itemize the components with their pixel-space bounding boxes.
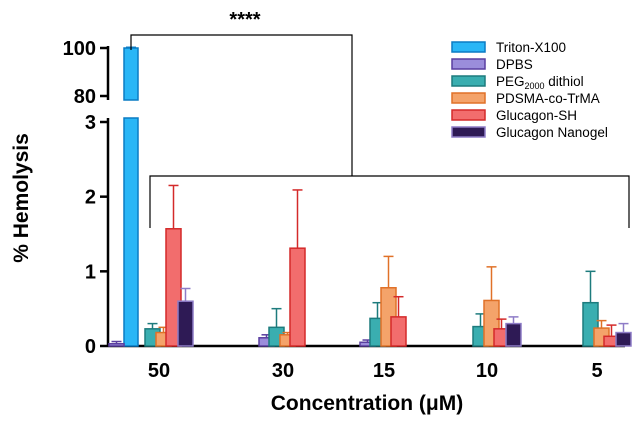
legend-swatch <box>451 75 486 87</box>
legend-label: PDSMA-co-TrMA <box>496 91 600 106</box>
y-tick-label: 2 <box>85 187 96 209</box>
legend-label-subscript: 2000 <box>525 81 545 91</box>
y-axis-title: % Hemolysis <box>10 133 33 263</box>
legend-label-main: PDSMA-co-TrMA <box>496 91 600 106</box>
bar-triton-x100-upper <box>123 47 139 101</box>
bar <box>390 316 407 347</box>
significance-stars: **** <box>229 9 260 31</box>
y-tick-label: 1 <box>85 261 96 283</box>
legend-label-main: Glucagon Nanogel <box>496 125 608 140</box>
legend-label: DPBS <box>496 57 533 72</box>
bar-triton-x100-lower <box>123 117 139 347</box>
bar <box>289 247 306 347</box>
legend-label: Glucagon-SH <box>496 108 577 123</box>
x-tick-label: 30 <box>272 360 294 382</box>
legend-label-main: Glucagon-SH <box>496 108 577 123</box>
legend-swatch <box>451 92 486 104</box>
y-tick-label: 0 <box>85 336 96 358</box>
bar <box>108 343 125 347</box>
legend-label-tail: dithiol <box>545 74 584 89</box>
y-tick-label: 80 <box>74 86 96 108</box>
legend-swatch <box>451 58 486 70</box>
legend-swatch <box>451 109 486 121</box>
legend-swatch <box>451 126 486 138</box>
legend-swatch <box>451 41 486 53</box>
significance-bracket-top <box>130 34 353 176</box>
legend-label-main: DPBS <box>496 57 533 72</box>
y-tick-label: 3 <box>85 112 96 134</box>
legend-label: Triton-X100 <box>496 40 566 55</box>
legend-label-main: Triton-X100 <box>496 40 566 55</box>
x-tick-label: 50 <box>148 360 170 382</box>
x-tick-label: 15 <box>373 360 395 382</box>
bar <box>177 300 194 347</box>
x-axis-title: Concentration (μM) <box>271 392 464 415</box>
bars <box>108 46 632 347</box>
bar <box>505 322 522 347</box>
bar <box>615 331 632 347</box>
legend-label: Glucagon Nanogel <box>496 125 608 140</box>
y-tick-label: 100 <box>63 38 96 60</box>
x-tick-label: 10 <box>476 360 498 382</box>
significance-bracket-groups <box>149 175 630 228</box>
x-tick-label: 5 <box>591 360 602 382</box>
legend-label-main: PEG <box>496 74 525 89</box>
significance-annotation: **** <box>130 9 630 228</box>
legend-label: PEG2000 dithiol <box>496 74 584 91</box>
